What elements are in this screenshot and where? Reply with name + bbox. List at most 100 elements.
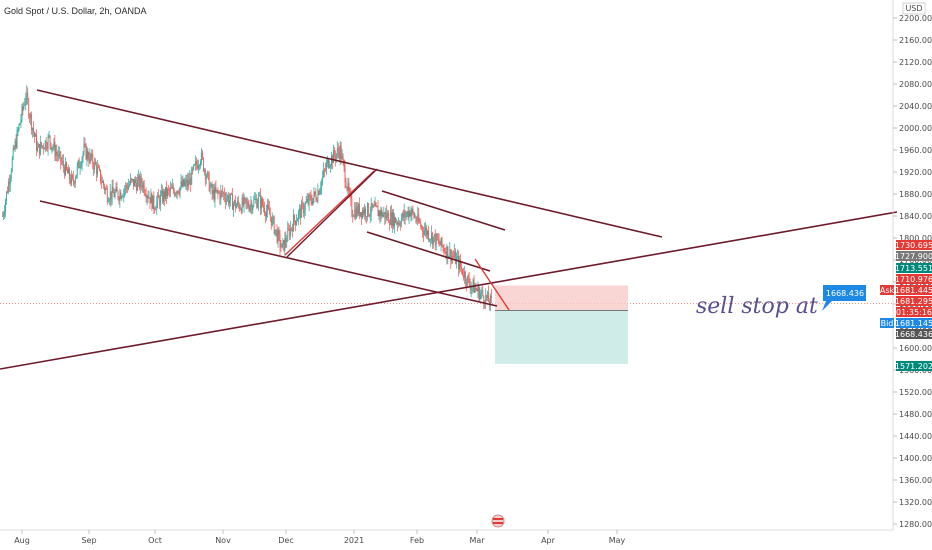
candle-body <box>196 161 198 166</box>
candle-body <box>475 287 477 290</box>
candle-body <box>319 190 321 195</box>
candle-body <box>384 212 386 219</box>
candle-body <box>421 226 423 228</box>
candle-body <box>55 151 57 156</box>
price-tag <box>896 263 932 273</box>
price-tag <box>896 285 932 295</box>
candle-body <box>281 243 283 248</box>
candle-body <box>396 222 397 224</box>
x-tick-label: Oct <box>148 536 162 545</box>
candle-body <box>284 237 286 251</box>
candle-body <box>195 161 197 165</box>
candle-body <box>86 150 88 160</box>
candle-body <box>243 197 245 206</box>
candle-body <box>285 237 287 243</box>
candle-body <box>483 295 485 303</box>
candle-body <box>333 149 335 156</box>
candle-body <box>106 189 108 202</box>
candle-body <box>43 148 45 150</box>
candle-body <box>26 92 28 99</box>
candle-body <box>164 191 165 199</box>
candle-body <box>12 148 14 159</box>
candle-body <box>235 205 237 209</box>
candle-body <box>80 165 82 167</box>
candle-body <box>252 206 254 211</box>
y-tick-label: 1520.000 <box>899 388 932 397</box>
candle-body <box>58 152 60 157</box>
inner-lower-line[interactable] <box>366 231 491 272</box>
inner-upper-line[interactable] <box>381 190 506 231</box>
candle-body <box>48 135 50 137</box>
candle-body <box>464 272 465 278</box>
channel-lower-line[interactable] <box>39 200 498 307</box>
candle-body <box>376 205 378 208</box>
candle-body <box>104 188 106 191</box>
candle-body <box>215 187 217 192</box>
candle-body <box>320 187 322 191</box>
channel-upper-line[interactable] <box>36 89 663 238</box>
candle-body <box>19 123 21 125</box>
candle-body <box>259 195 261 196</box>
candle-body <box>425 227 426 231</box>
candle-body <box>429 239 430 241</box>
candle-body <box>148 197 150 199</box>
candle-body <box>266 210 267 217</box>
drawings-layer[interactable] <box>0 89 898 370</box>
candle-body <box>472 279 474 286</box>
candle-body <box>130 178 132 184</box>
candle-body <box>309 195 311 197</box>
rising-support-line[interactable] <box>0 211 898 370</box>
candle-body <box>263 205 264 208</box>
candle-body <box>256 198 258 208</box>
candle-body <box>111 186 113 200</box>
candle-body <box>436 234 438 240</box>
candle-body <box>440 237 442 246</box>
candle-body <box>401 213 403 219</box>
candle-body <box>282 239 284 244</box>
candle-body <box>410 213 412 217</box>
stop-loss-zone[interactable] <box>495 285 628 311</box>
candle-body <box>423 231 425 235</box>
candle-body <box>298 211 299 220</box>
candle-body <box>36 134 37 151</box>
y-tick-label: 1920.000 <box>899 168 932 177</box>
candle-body <box>89 153 91 163</box>
y-tick-label: 1880.000 <box>899 190 932 199</box>
time-axis[interactable]: Aug Sep Oct Nov Dec 2021 Feb Mar Apr May <box>0 529 893 545</box>
candle-body <box>279 234 281 248</box>
candle-body <box>212 189 214 194</box>
annotation-text[interactable]: sell stop at <box>696 294 818 319</box>
candle-body <box>108 200 110 202</box>
candle-body <box>66 162 67 170</box>
candle-body <box>333 149 334 163</box>
candle-body <box>7 182 9 193</box>
short-trend-dark-line[interactable] <box>286 168 378 258</box>
short-trend-red-line-2[interactable] <box>474 258 510 311</box>
candle-body <box>241 197 243 213</box>
currency-box[interactable] <box>902 2 926 15</box>
candle-body <box>97 167 99 175</box>
economic-event-icon[interactable] <box>491 514 505 528</box>
candle-body <box>57 154 59 157</box>
candle-body <box>474 287 476 293</box>
candle-body <box>295 220 296 225</box>
candle-body <box>445 251 447 258</box>
candle-body <box>251 202 253 211</box>
candle-body <box>207 172 209 174</box>
candle-body <box>127 187 129 190</box>
candle-body <box>112 186 114 193</box>
short-trend-red-line-1[interactable] <box>284 170 375 256</box>
candle-body <box>316 199 318 202</box>
candle-body <box>382 214 384 217</box>
candle-body <box>64 167 66 176</box>
candle-body <box>330 165 331 167</box>
price-callout[interactable]: 1668.436 <box>822 285 866 311</box>
candle-body <box>145 194 147 198</box>
candle-body <box>240 208 242 213</box>
y-tick-label: 2120.000 <box>899 58 932 67</box>
candle-body <box>214 187 216 201</box>
candle-body <box>126 184 128 188</box>
take-profit-zone[interactable] <box>495 310 628 364</box>
